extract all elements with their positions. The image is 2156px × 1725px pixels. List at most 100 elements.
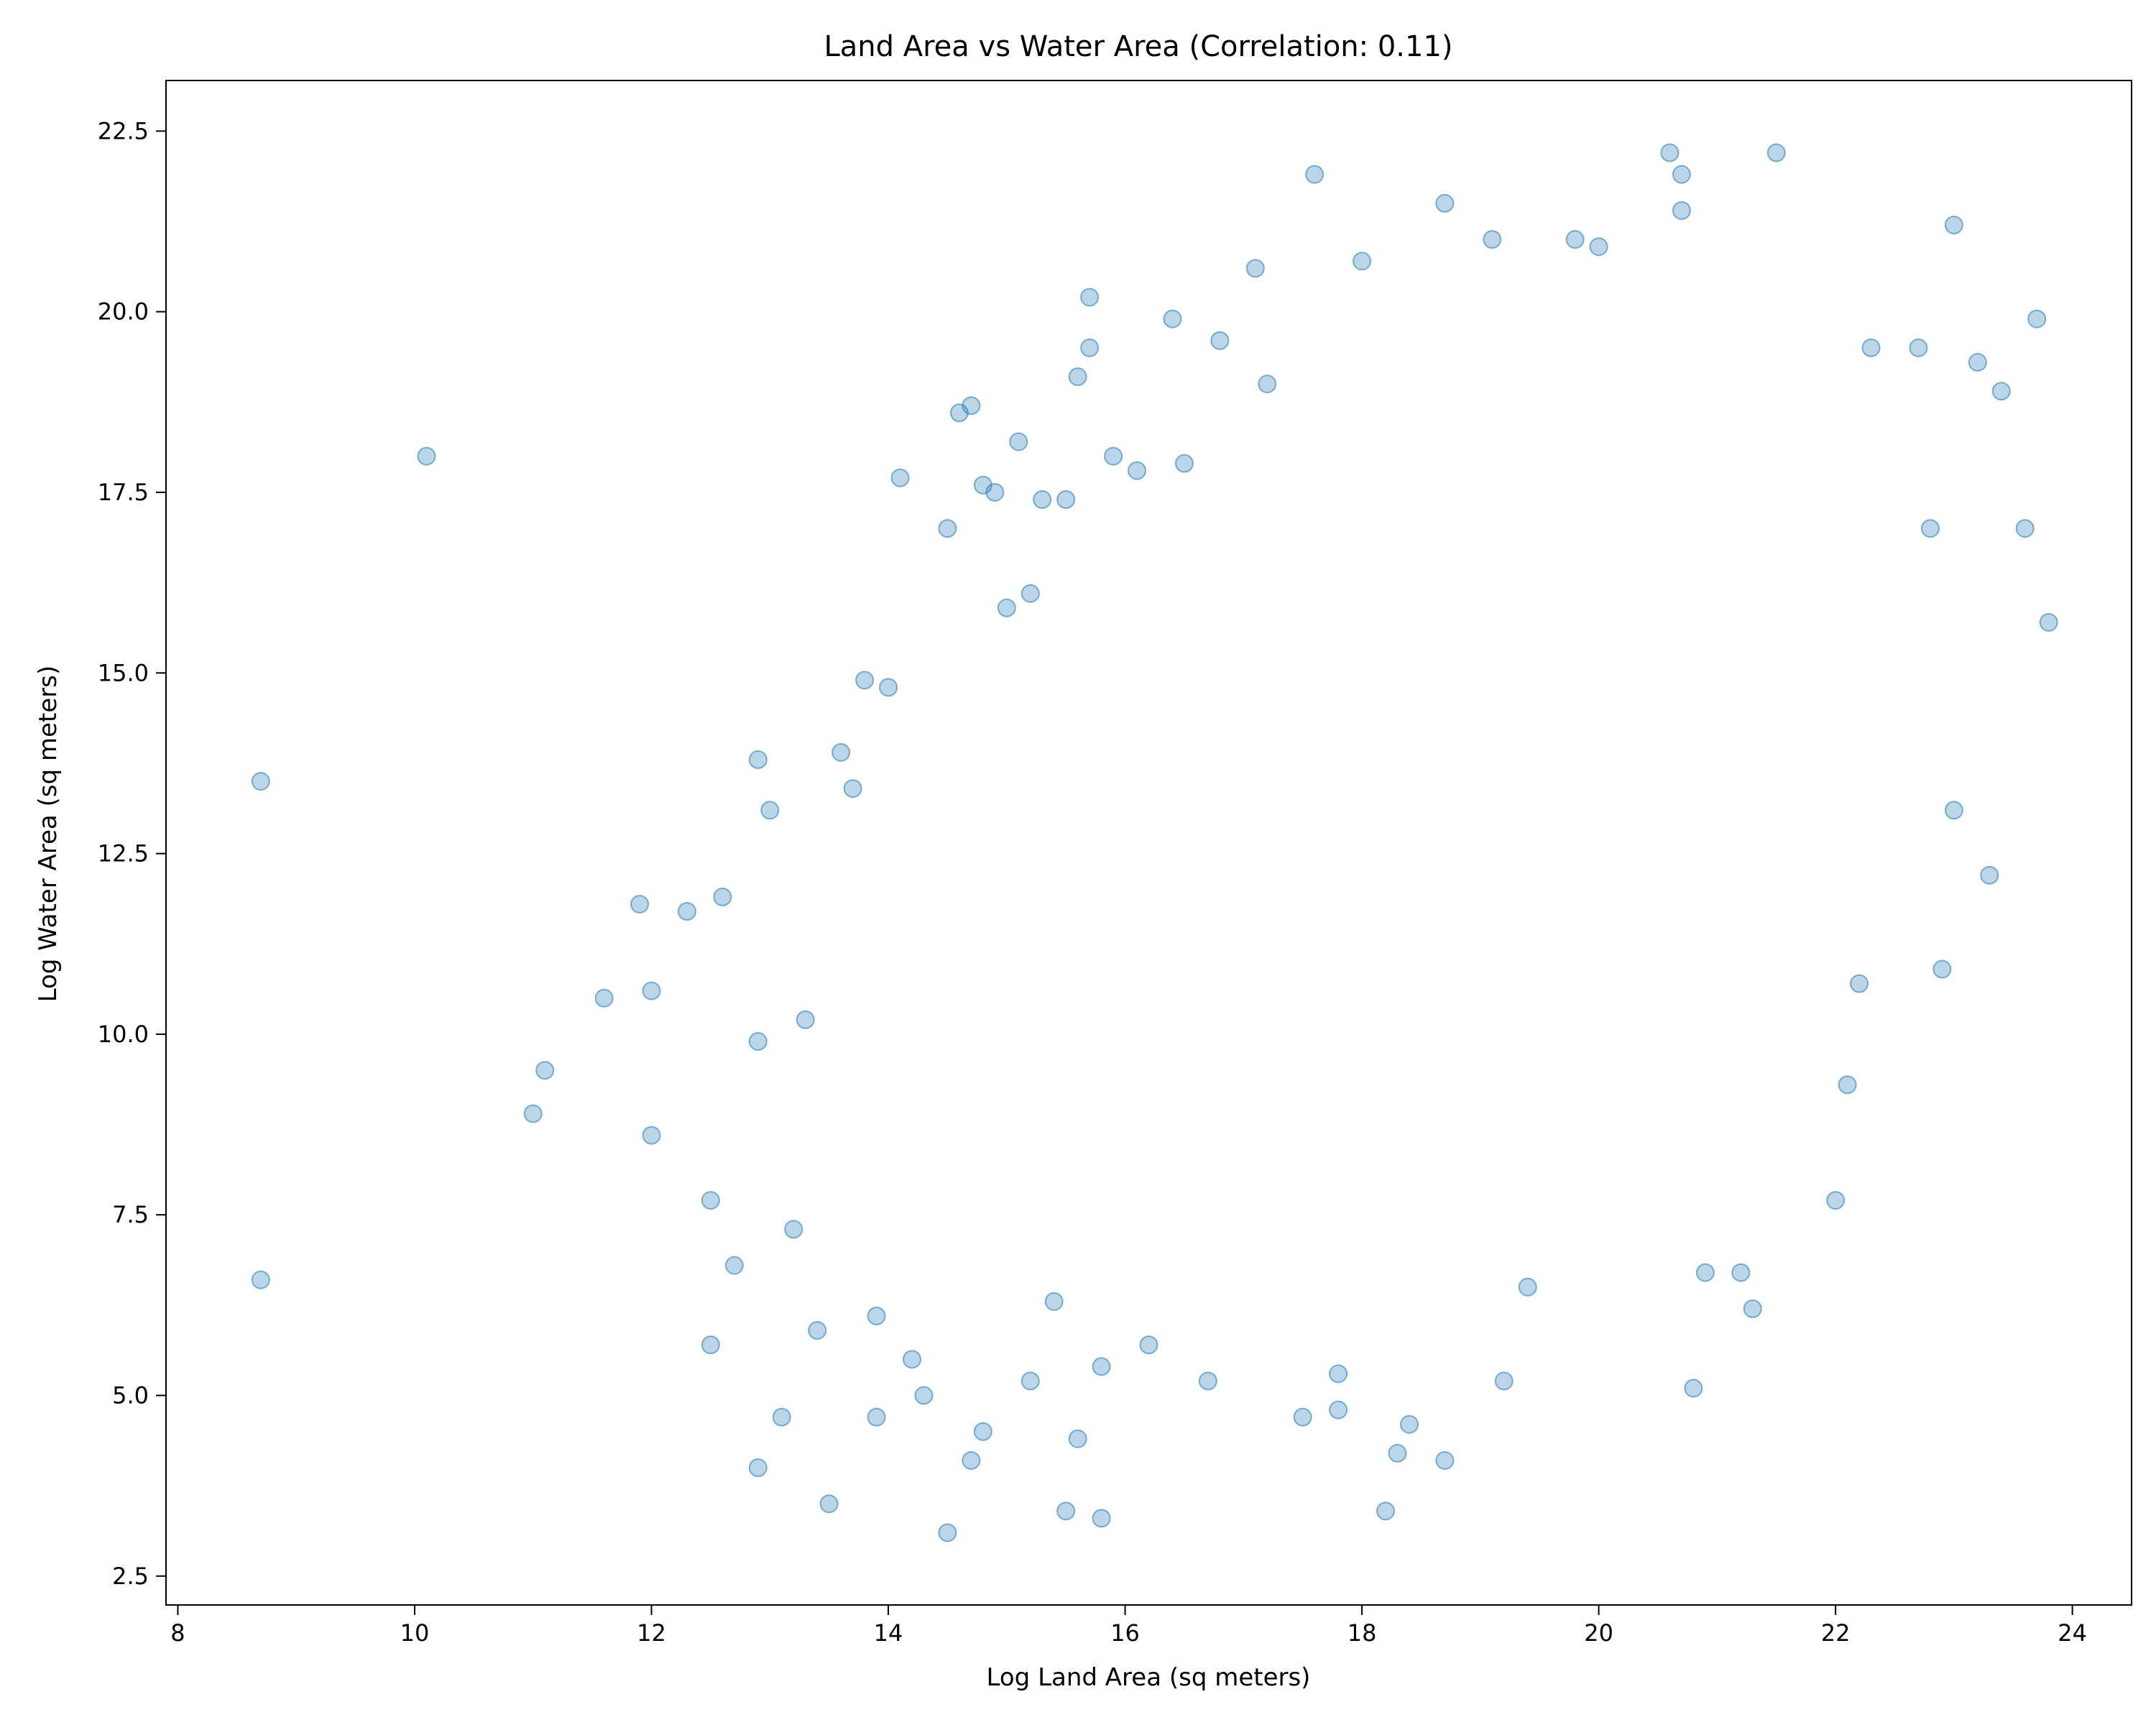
data-point [2017,520,2034,537]
data-point [773,1409,791,1426]
data-point [252,773,270,790]
data-point [880,678,897,696]
data-point [1673,202,1690,219]
data-point [2028,310,2045,328]
y-tick-label: 17.5 [98,479,149,506]
y-tick-label: 22.5 [98,117,149,144]
data-point [1033,491,1051,508]
data-point [1069,368,1087,385]
data-point [998,599,1015,617]
data-point [903,1351,921,1368]
x-tick-label: 18 [1348,1619,1377,1647]
y-axis-label: Log Water Area (sq meters) [34,666,63,1003]
data-point [1141,1336,1158,1353]
data-point [1330,1402,1347,1419]
data-point [1768,144,1785,162]
y-tick-label: 2.5 [112,1563,149,1590]
data-point [1697,1264,1714,1282]
data-point [726,1257,743,1274]
data-point [1744,1300,1761,1317]
data-point [1922,520,1939,537]
data-point [1093,1358,1110,1375]
data-point [1732,1264,1749,1282]
data-point [1993,382,2010,400]
data-point [1496,1372,1513,1389]
y-tick-label: 7.5 [112,1201,149,1228]
data-point [1105,448,1122,465]
x-axis-label: Log Land Area (sq meters) [987,1663,1311,1692]
data-point [1909,339,1927,356]
data-point [750,751,767,768]
data-point [1567,231,1584,248]
data-point [1330,1365,1347,1382]
data-point [797,1011,814,1029]
data-point [761,801,778,819]
data-point [1388,1445,1406,1462]
data-point [536,1062,553,1079]
data-point [1863,339,1880,356]
data-point [525,1105,542,1122]
data-point [702,1192,719,1209]
data-point [1176,455,1193,472]
x-tick-label: 22 [1821,1619,1851,1647]
y-tick-label: 10.0 [98,1021,149,1048]
data-point [1057,491,1074,508]
data-point [1081,289,1098,306]
data-point [868,1409,885,1426]
data-point [631,896,648,913]
data-point [1945,216,1963,234]
data-point [1673,166,1690,183]
data-point [1827,1192,1844,1209]
y-tick-label: 15.0 [98,659,149,686]
chart-title: Land Area vs Water Area (Correlation: 0.… [824,30,1453,63]
x-tick-label: 16 [1110,1619,1140,1647]
data-point [702,1336,719,1353]
data-point [714,888,731,906]
y-tick-label: 12.5 [98,840,149,868]
data-point [1590,238,1608,255]
data-point [986,484,1003,501]
data-point [1247,259,1264,277]
x-tick-label: 12 [637,1619,666,1647]
data-point [678,903,696,920]
data-point [596,990,613,1007]
data-point [1128,462,1146,479]
data-point [808,1322,826,1339]
y-tick-label: 20.0 [98,298,149,326]
data-point [1661,144,1678,162]
data-point [1851,975,1868,993]
data-point [832,744,849,761]
data-point [1401,1416,1418,1433]
data-point [1377,1502,1394,1519]
data-point [1010,433,1027,451]
data-point [1294,1409,1312,1426]
data-point [418,448,435,465]
x-tick-label: 24 [2058,1619,2087,1647]
data-point [962,397,980,414]
data-point [1022,585,1039,602]
x-tick-label: 10 [400,1619,430,1647]
data-point [1057,1502,1074,1519]
data-point [1981,867,1998,884]
x-tick-label: 8 [170,1619,185,1647]
data-point [1436,1452,1453,1469]
data-point [643,983,660,1000]
data-point [1353,252,1370,270]
data-point [821,1495,838,1512]
data-point [1199,1372,1217,1389]
data-point [643,1127,660,1144]
data-point [1164,310,1181,328]
data-point [1519,1279,1537,1296]
data-point [1483,231,1501,248]
data-point [892,469,909,487]
data-point [1969,354,1986,371]
data-point [252,1271,270,1289]
x-tick-label: 14 [874,1619,903,1647]
data-point [939,1524,956,1541]
data-point [915,1386,932,1404]
data-point [1258,375,1276,392]
y-tick-label: 5.0 [112,1381,149,1409]
data-point [750,1033,767,1050]
